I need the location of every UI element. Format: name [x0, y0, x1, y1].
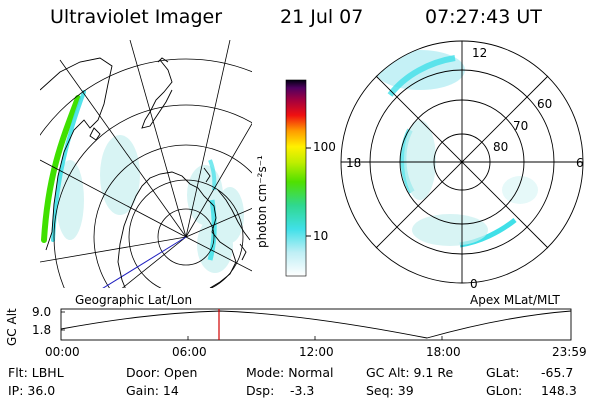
altitude-plot	[60, 308, 572, 341]
colorbar-unit-label: photon cm⁻²s⁻¹	[255, 155, 269, 248]
status-glon-label: GLon:	[486, 383, 523, 398]
status-glat-label: GLat:	[486, 365, 520, 380]
status-glat-value: -65.7	[541, 365, 574, 380]
longitude-grid	[40, 40, 252, 288]
emission-haze-geo	[56, 135, 244, 273]
status-gc-alt: GC Alt: 9.1 Re	[366, 365, 454, 380]
colorbar	[285, 79, 307, 277]
altitude-xtick-2359: 23:59	[552, 345, 587, 359]
apex-polar-panel	[340, 40, 584, 284]
geographic-map-panel	[40, 40, 252, 288]
apex-panel-label: Apex MLat/MLT	[470, 293, 560, 307]
mlt-label-6: 6	[576, 156, 584, 170]
meridian-line	[102, 236, 187, 288]
status-mode: Mode: Normal	[246, 365, 334, 380]
mlt-label-12: 12	[472, 46, 488, 60]
altitude-ytick-1-8: 1.8	[32, 323, 52, 337]
time-label: 07:27:43 UT	[425, 6, 542, 28]
date-label: 21 Jul 07	[280, 6, 364, 28]
altitude-curve	[60, 310, 572, 339]
altitude-xtick-0000: 00:00	[45, 345, 80, 359]
auroral-arc-cyan	[51, 90, 86, 242]
status-ip: IP: 36.0	[8, 383, 56, 398]
apex-emission	[375, 50, 538, 248]
app-title: Ultraviolet Imager	[50, 6, 223, 28]
status-gain: Gain: 14	[126, 383, 179, 398]
status-dsp-value: -3.3	[290, 383, 315, 398]
coastlines	[40, 57, 251, 288]
altitude-ytick-9: 9.0	[32, 305, 52, 319]
altitude-plot-ticks	[61, 311, 443, 340]
mlat-label-80: 80	[493, 140, 509, 154]
mlt-label-0: 0	[470, 277, 478, 291]
colorbar-ticks	[306, 147, 311, 237]
geo-panel-label: Geographic Lat/Lon	[75, 293, 193, 307]
colorbar-tick-10: 10	[313, 229, 329, 243]
status-glon-value: 148.3	[541, 383, 577, 398]
status-flt: Flt: LBHL	[8, 365, 64, 380]
mlt-label-18: 18	[346, 156, 362, 170]
mlat-label-60: 60	[537, 97, 553, 111]
status-dsp-label: Dsp:	[246, 383, 275, 398]
altitude-axis-label: GC Alt	[5, 308, 19, 346]
colorbar-tick-100: 100	[313, 140, 336, 154]
status-door: Door: Open	[126, 365, 198, 380]
altitude-xtick-0600: 06:00	[172, 345, 207, 359]
auroral-arc-green	[41, 95, 81, 243]
status-seq: Seq: 39	[366, 383, 414, 398]
altitude-xtick-1200: 12:00	[299, 345, 334, 359]
mlat-label-70: 70	[513, 119, 529, 133]
altitude-xtick-1800: 18:00	[426, 345, 461, 359]
